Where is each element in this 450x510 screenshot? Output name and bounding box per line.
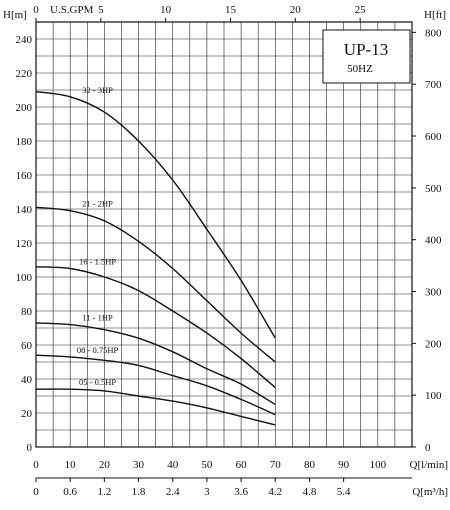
series-curve (35, 354, 276, 416)
gpm-tick-label: 25 (355, 4, 367, 16)
series-curve (35, 388, 276, 426)
x-tick-label: 20 (99, 459, 111, 471)
series-curve (35, 206, 276, 363)
x-tick-label: 50 (201, 459, 213, 471)
y-tick-label: 20 (21, 408, 33, 420)
series-curve (35, 322, 276, 406)
x-tick-label: 10 (65, 459, 77, 471)
x-tick-label: 60 (236, 459, 248, 471)
y-axis-label-left: H[m] (3, 9, 27, 21)
series-label: 08 - 0.75HP (77, 345, 119, 355)
x-tick-label: 0 (33, 459, 39, 471)
x-tick-label: 70 (270, 459, 282, 471)
m3h-tick-label: 4.2 (268, 486, 282, 498)
ft-tick-label: 100 (425, 390, 442, 402)
grid-layer (35, 21, 413, 448)
series-label: 21 - 2HP (82, 199, 113, 209)
x-tick-label: 100 (370, 459, 387, 471)
gpm-tick-label: 5 (98, 4, 104, 16)
m3h-tick-label: 1.2 (97, 486, 111, 498)
chart-subtitle: 50HZ (347, 63, 373, 75)
gpm-axis-label: U.S.GPM (50, 4, 94, 16)
y-axis-label-right: H[ft] (424, 9, 446, 21)
series-label: 11 - 1HP (82, 313, 113, 323)
m3h-tick-label: 3 (204, 486, 210, 498)
x-tick-label: 30 (133, 459, 145, 471)
m3h-tick-label: 1.8 (132, 486, 146, 498)
y-tick-label: 180 (16, 136, 33, 148)
series-label: 32 - 3HP (82, 85, 113, 95)
series-label: 05 - 0.5HP (79, 377, 116, 387)
y-tick-label: 140 (16, 204, 33, 216)
y-tick-label: 240 (16, 34, 33, 46)
curve-layer: 32 - 3HP 21 - 2HP 16 - 1.5HP 11 - 1HP 08 - 0… (35, 85, 276, 426)
ft-tick-label: 500 (425, 183, 442, 195)
m3h-tick-label: 0 (33, 486, 39, 498)
gpm-tick-label: 20 (290, 4, 302, 16)
title-box-frame (322, 29, 411, 84)
ft-tick-label: 200 (425, 338, 442, 350)
x-tick-label: 80 (304, 459, 316, 471)
y-tick-label: 0 (27, 442, 33, 454)
ft-tick-label: 600 (425, 131, 442, 143)
x-tick-label: 90 (338, 459, 350, 471)
y-tick-label: 80 (21, 306, 33, 318)
y-tick-label: 160 (16, 170, 33, 182)
ft-tick-label: 300 (425, 287, 442, 299)
series-label: 16 - 1.5HP (79, 257, 116, 267)
m3h-tick-label: 4.8 (303, 486, 317, 498)
gpm-tick-label: 10 (160, 4, 172, 16)
y-tick-label: 100 (16, 272, 33, 284)
m3h-axis-label: Q[m³/h] (412, 486, 448, 498)
m3h-tick-label: 5.4 (337, 486, 351, 498)
y-tick-label: 220 (16, 68, 33, 80)
gpm-tick-label: 0 (33, 4, 39, 16)
ft-tick-label: 700 (425, 79, 442, 91)
y-tick-label: 200 (16, 102, 33, 114)
title-box: UP-13 50HZ (322, 29, 411, 84)
x-tick-label: 40 (167, 459, 179, 471)
y-tick-label: 120 (16, 238, 33, 250)
ft-tick-label: 0 (425, 442, 431, 454)
m3h-tick-label: 0.6 (63, 486, 77, 498)
series-curve (35, 91, 276, 339)
series-curve (35, 266, 276, 389)
ft-tick-label: 800 (425, 27, 442, 39)
chart-title: UP-13 (344, 40, 388, 59)
m3h-tick-label: 3.6 (234, 486, 248, 498)
m3h-tick-label: 2.4 (166, 486, 180, 498)
y-tick-label: 40 (21, 374, 33, 386)
gpm-tick-label: 15 (225, 4, 237, 16)
axis-layer: 020406080100120140160180200220240H[m]010… (3, 4, 448, 498)
ft-tick-label: 400 (425, 235, 442, 247)
y-tick-label: 60 (21, 340, 33, 352)
x-axis-label: Q[l/min] (410, 459, 449, 471)
